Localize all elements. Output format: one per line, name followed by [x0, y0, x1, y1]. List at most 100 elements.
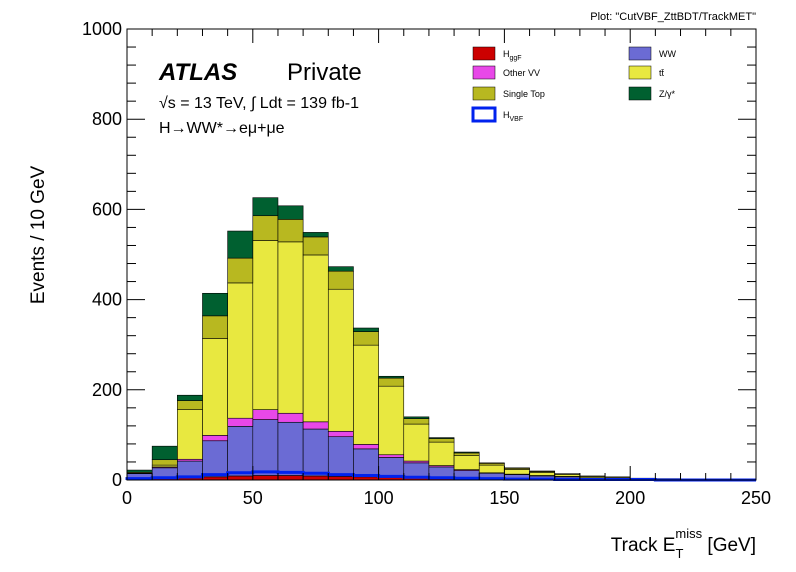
legend-entry-ww: WW [628, 46, 676, 61]
legend-label: Other VV [503, 68, 540, 78]
bar-single-top-bin-12 [428, 438, 455, 443]
y-tick-label: 800 [92, 109, 122, 129]
bar-single-top-bin-8 [327, 270, 354, 290]
bar-tt--bin-11 [403, 423, 430, 462]
bar-ww-bin-8 [327, 436, 354, 477]
bar-z--bin-2 [177, 394, 203, 401]
bar-single-top-bin-7 [302, 236, 329, 256]
bar-single-top-bin-4 [227, 257, 254, 284]
x-tick-label: 250 [741, 488, 771, 508]
legend: HggF WW Other VV tt̄ Single Top Z/γ* HVBF [471, 46, 676, 123]
bar-z--bin-9 [353, 327, 379, 332]
tick-labels: 0 50 100 150 200 250 0 200 400 600 800 1000 [82, 19, 771, 508]
legend-swatch [472, 65, 496, 80]
bar-tt--bin-7 [302, 254, 329, 423]
bar-other-vv-bin-6 [277, 412, 304, 423]
x-axis-label: Track ETmiss [GeV] [611, 526, 756, 561]
bar-tt--bin-4 [227, 282, 254, 419]
bar-z--bin-4 [227, 230, 254, 259]
atlas-label: ATLAS [158, 59, 237, 86]
bar-ww-bin-5 [252, 419, 279, 476]
energy-lumi-line: √s = 13 TeV, ∫ Ldt = 139 fb-1 [159, 95, 359, 112]
legend-label: WW [659, 49, 676, 59]
x-tick-label: 50 [243, 488, 263, 508]
legend-entry-single-top: Single Top [472, 86, 545, 101]
bar-other-vv-bin-4 [227, 417, 254, 427]
bar-tt--bin-14 [478, 464, 505, 474]
bar-single-top-bin-5 [252, 215, 279, 241]
y-axis-title: Events / 10 GeV [28, 165, 49, 304]
legend-swatch [628, 46, 652, 61]
x-tick-label: 100 [364, 488, 394, 508]
bar-single-top-bin-6 [277, 219, 304, 243]
bar-other-vv-bin-3 [202, 435, 228, 442]
y-tick-label: 400 [92, 290, 122, 310]
bar-ww-bin-4 [227, 426, 254, 477]
bar-z--bin-8 [327, 266, 354, 272]
x-tick-label: 150 [489, 488, 519, 508]
atlas-label-block: ATLAS Private √s = 13 TeV, ∫ Ldt = 139 f… [158, 59, 362, 137]
atlas-status: Private [287, 59, 362, 86]
bar-other-vv-bin-9 [353, 444, 379, 450]
bar-tt--bin-6 [277, 241, 304, 414]
y-tick-label: 1000 [82, 19, 122, 39]
bar-ww-bin-7 [302, 428, 329, 477]
plot-tag: Plot: "CutVBF_ZttBDT/TrackMET" [590, 11, 756, 23]
legend-entry-tt-: tt̄ [628, 65, 665, 80]
bar-z--bin-0 [126, 469, 153, 473]
bar-h-ggf-bin-7 [302, 475, 329, 481]
bar-h-ggf-bin-8 [327, 476, 354, 481]
legend-entry-other-vv: Other VV [472, 65, 540, 80]
bar-single-top-bin-17 [554, 473, 581, 475]
bar-single-top-bin-13 [453, 452, 480, 456]
bar-tt--bin-5 [252, 240, 279, 410]
bar-ww-bin-3 [202, 440, 228, 478]
x-tick-label: 0 [122, 488, 132, 508]
bar-z--bin-13 [453, 451, 480, 454]
x-axis-title: Track ETmiss [GeV] [611, 526, 756, 561]
bar-z--bin-5 [252, 197, 279, 217]
bar-tt--bin-8 [327, 288, 354, 432]
y-tick-label: 0 [112, 470, 122, 490]
bar-other-vv-bin-10 [378, 454, 405, 458]
bar-tt--bin-13 [453, 455, 480, 470]
legend-swatch [472, 46, 496, 61]
bar-ww-bin-6 [277, 421, 304, 476]
x-tick-label: 200 [615, 488, 645, 508]
plot-frame [126, 28, 757, 481]
legend-label: tt̄ [659, 68, 665, 78]
bar-tt--bin-16 [529, 472, 556, 476]
bar-z--bin-7 [302, 232, 329, 238]
legend-label: HVBF [503, 110, 523, 123]
legend-label: Single Top [503, 89, 545, 99]
bar-single-top-bin-9 [353, 331, 379, 346]
bar-single-top-bin-1 [151, 459, 178, 466]
bar-single-top-bin-3 [202, 315, 228, 339]
legend-entry-z-: Z/γ* [628, 86, 675, 101]
bar-ww-bin-11 [403, 462, 430, 479]
bar-z--bin-3 [202, 292, 228, 317]
bar-h-ggf-bin-6 [277, 475, 304, 481]
histogram-bars [126, 197, 757, 481]
bar-tt--bin-9 [353, 344, 379, 445]
bar-ww-bin-10 [378, 457, 405, 478]
bar-z--bin-1 [151, 445, 178, 461]
legend-entry-h-vbf: HVBF [471, 106, 523, 123]
bar-h-ggf-bin-5 [252, 475, 279, 481]
legend-entry-h-ggf: HggF [472, 46, 522, 62]
bar-other-vv-bin-8 [327, 430, 354, 438]
bar-tt--bin-12 [428, 441, 455, 466]
y-tick-label: 600 [92, 199, 122, 219]
bar-other-vv-bin-5 [252, 409, 279, 420]
legend-swatch [628, 65, 652, 80]
bar-tt--bin-3 [202, 338, 228, 436]
axis-ticks [126, 28, 757, 481]
y-axis-label: Events / 10 GeV [28, 165, 49, 304]
bar-z--bin-6 [277, 205, 304, 220]
bar-other-vv-bin-7 [302, 421, 329, 430]
bar-z--bin-10 [378, 375, 405, 379]
bar-ww-bin-9 [353, 448, 379, 478]
y-tick-label: 200 [92, 380, 122, 400]
bar-single-top-bin-2 [177, 400, 203, 410]
legend-swatch [471, 106, 497, 123]
